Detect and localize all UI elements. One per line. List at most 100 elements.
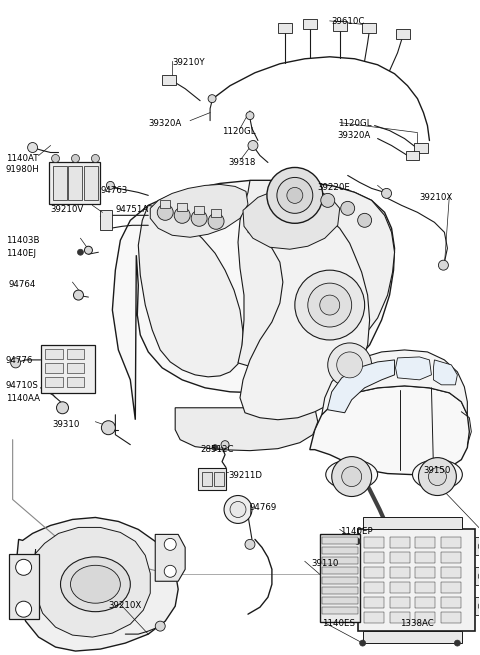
Circle shape bbox=[72, 155, 80, 162]
Bar bbox=[322, 588, 358, 594]
Circle shape bbox=[245, 539, 255, 550]
Circle shape bbox=[382, 189, 392, 198]
Bar bbox=[322, 567, 358, 574]
Text: 94764: 94764 bbox=[9, 280, 36, 289]
Bar bbox=[67, 377, 84, 387]
Polygon shape bbox=[240, 206, 370, 420]
Text: 94710S: 94710S bbox=[6, 381, 38, 390]
Text: 94763: 94763 bbox=[100, 187, 128, 195]
Polygon shape bbox=[33, 527, 150, 637]
Circle shape bbox=[438, 260, 448, 270]
Bar bbox=[363, 631, 462, 643]
Circle shape bbox=[28, 143, 37, 153]
Circle shape bbox=[429, 468, 446, 485]
Text: 94769: 94769 bbox=[250, 504, 277, 512]
Text: 39210X: 39210X bbox=[420, 193, 453, 202]
Bar bbox=[67, 363, 84, 373]
Bar bbox=[416, 567, 435, 578]
Bar bbox=[442, 567, 461, 578]
Circle shape bbox=[230, 502, 246, 517]
Bar bbox=[322, 537, 358, 544]
Bar bbox=[363, 517, 462, 529]
Circle shape bbox=[101, 421, 115, 435]
Polygon shape bbox=[322, 350, 468, 415]
Circle shape bbox=[320, 295, 340, 315]
Bar bbox=[322, 597, 358, 604]
Bar bbox=[475, 537, 480, 555]
Text: 39318: 39318 bbox=[228, 159, 255, 168]
Bar bbox=[416, 612, 435, 623]
Circle shape bbox=[332, 457, 372, 496]
Polygon shape bbox=[112, 180, 395, 420]
Bar bbox=[364, 567, 384, 578]
Bar bbox=[9, 554, 38, 619]
Circle shape bbox=[419, 458, 456, 496]
Circle shape bbox=[164, 538, 176, 550]
Bar bbox=[322, 557, 358, 565]
Polygon shape bbox=[238, 180, 395, 370]
Bar bbox=[364, 537, 384, 548]
Bar bbox=[45, 377, 62, 387]
Text: 11403B: 11403B bbox=[6, 236, 39, 245]
Bar bbox=[361, 23, 376, 33]
Circle shape bbox=[212, 445, 218, 451]
Circle shape bbox=[267, 168, 323, 223]
Bar bbox=[358, 529, 475, 631]
Circle shape bbox=[191, 210, 207, 226]
Circle shape bbox=[208, 95, 216, 103]
Circle shape bbox=[308, 283, 352, 327]
Bar bbox=[390, 597, 409, 608]
Text: 94751A: 94751A bbox=[115, 206, 149, 214]
Text: 1140EJ: 1140EJ bbox=[6, 249, 36, 258]
Text: 39211D: 39211D bbox=[228, 470, 262, 479]
Bar bbox=[442, 597, 461, 608]
Ellipse shape bbox=[60, 557, 130, 612]
Circle shape bbox=[478, 572, 480, 580]
Bar bbox=[278, 23, 292, 33]
Bar bbox=[322, 607, 358, 614]
Bar bbox=[45, 363, 62, 373]
Polygon shape bbox=[150, 185, 248, 237]
Bar bbox=[475, 597, 480, 615]
Text: 39210X: 39210X bbox=[108, 601, 142, 610]
Bar bbox=[67, 349, 84, 359]
Bar bbox=[364, 612, 384, 623]
Polygon shape bbox=[396, 357, 432, 380]
Circle shape bbox=[73, 290, 84, 300]
Bar bbox=[160, 200, 170, 208]
Bar bbox=[416, 537, 435, 548]
Bar bbox=[390, 582, 409, 593]
Bar bbox=[364, 597, 384, 608]
Bar bbox=[390, 537, 409, 548]
Bar bbox=[45, 349, 62, 359]
Bar bbox=[396, 29, 409, 39]
Polygon shape bbox=[155, 534, 185, 581]
Text: 39320A: 39320A bbox=[338, 130, 371, 140]
Bar bbox=[41, 345, 96, 393]
Text: 91980H: 91980H bbox=[6, 166, 39, 174]
Circle shape bbox=[295, 270, 365, 340]
Circle shape bbox=[16, 559, 32, 575]
Text: 1338AC: 1338AC bbox=[399, 619, 433, 628]
Bar bbox=[442, 582, 461, 593]
Circle shape bbox=[208, 214, 224, 229]
Circle shape bbox=[246, 111, 254, 120]
Polygon shape bbox=[328, 360, 395, 413]
Bar bbox=[415, 143, 429, 153]
Circle shape bbox=[341, 201, 355, 215]
Circle shape bbox=[164, 565, 176, 577]
Bar bbox=[84, 166, 98, 200]
Bar bbox=[198, 468, 226, 489]
Circle shape bbox=[11, 358, 21, 368]
Text: 39320A: 39320A bbox=[148, 119, 181, 128]
Circle shape bbox=[221, 441, 229, 449]
Bar bbox=[390, 552, 409, 563]
Text: 1140AA: 1140AA bbox=[6, 394, 40, 403]
Bar bbox=[322, 548, 358, 554]
Ellipse shape bbox=[71, 565, 120, 603]
Bar bbox=[390, 567, 409, 578]
Bar bbox=[52, 166, 67, 200]
Polygon shape bbox=[310, 386, 469, 475]
Circle shape bbox=[478, 542, 480, 550]
Text: 39150: 39150 bbox=[423, 466, 451, 475]
